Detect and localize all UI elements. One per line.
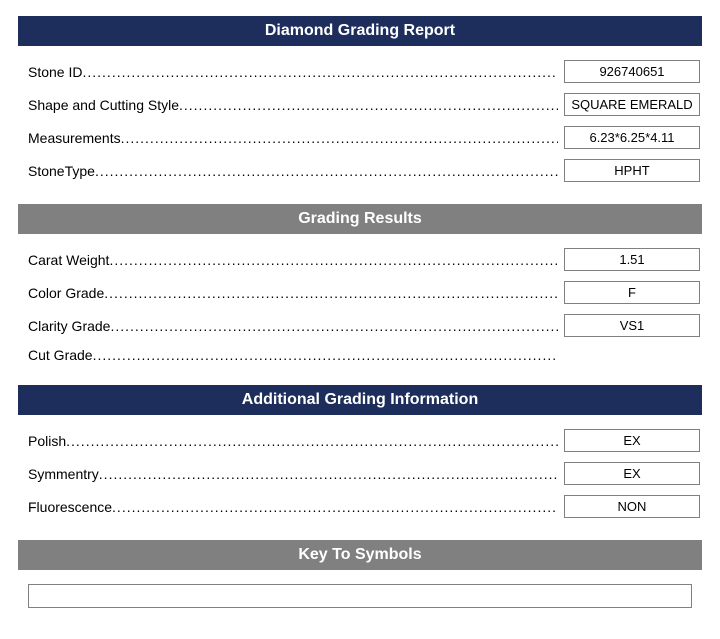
value-clarity: VS1 <box>564 314 700 337</box>
section-header-additional: Additional Grading Information <box>18 385 702 415</box>
value-cell: NON <box>564 495 700 518</box>
label-cell: Symmentry <box>28 466 558 482</box>
value-shape: SQUARE EMERALD <box>564 93 700 116</box>
value-cell: 1.51 <box>564 248 700 271</box>
value-carat: 1.51 <box>564 248 700 271</box>
row-measurements: Measurements 6.23*6.25*4.11 <box>28 126 692 149</box>
label-shape: Shape and Cutting Style <box>28 97 179 113</box>
label-fluorescence: Fluorescence <box>28 499 112 515</box>
row-stone-id: Stone ID 926740651 <box>28 60 692 83</box>
row-clarity: Clarity Grade VS1 <box>28 314 692 337</box>
label-carat: Carat Weight <box>28 252 109 268</box>
label-polish: Polish <box>28 433 66 449</box>
row-fluorescence: Fluorescence NON <box>28 495 692 518</box>
row-polish: Polish EX <box>28 429 692 452</box>
symbols-box <box>28 584 692 608</box>
value-stone-id: 926740651 <box>564 60 700 83</box>
value-cell: EX <box>564 462 700 485</box>
label-cell: Clarity Grade <box>28 318 558 334</box>
row-carat: Carat Weight 1.51 <box>28 248 692 271</box>
label-cell: Fluorescence <box>28 499 558 515</box>
value-cell: SQUARE EMERALD <box>564 93 700 116</box>
label-color: Color Grade <box>28 285 104 301</box>
value-fluorescence: NON <box>564 495 700 518</box>
label-cell: Shape and Cutting Style <box>28 97 558 113</box>
dot-leader <box>95 163 558 179</box>
dot-leader <box>82 64 558 80</box>
value-cell: EX <box>564 429 700 452</box>
section-header-report: Diamond Grading Report <box>18 16 702 46</box>
value-color: F <box>564 281 700 304</box>
label-stone-type: StoneType <box>28 163 95 179</box>
label-cell: Stone ID <box>28 64 558 80</box>
dot-leader <box>99 466 558 482</box>
label-cell: Cut Grade <box>28 347 558 363</box>
label-cell: StoneType <box>28 163 558 179</box>
value-polish: EX <box>564 429 700 452</box>
label-cell: Measurements <box>28 130 558 146</box>
label-stone-id: Stone ID <box>28 64 82 80</box>
row-stone-type: StoneType HPHT <box>28 159 692 182</box>
label-symmetry: Symmentry <box>28 466 99 482</box>
row-symmetry: Symmentry EX <box>28 462 692 485</box>
report-rows: Stone ID 926740651 Shape and Cutting Sty… <box>18 60 702 204</box>
grading-rows: Carat Weight 1.51 Color Grade F Clarity … <box>18 248 702 385</box>
value-stone-type: HPHT <box>564 159 700 182</box>
value-cell: HPHT <box>564 159 700 182</box>
dot-leader <box>109 252 558 268</box>
label-clarity: Clarity Grade <box>28 318 110 334</box>
section-header-grading: Grading Results <box>18 204 702 234</box>
dot-leader <box>112 499 558 515</box>
label-measurements: Measurements <box>28 130 121 146</box>
additional-rows: Polish EX Symmentry EX Fluorescence NON <box>18 429 702 540</box>
value-cell: VS1 <box>564 314 700 337</box>
row-shape: Shape and Cutting Style SQUARE EMERALD <box>28 93 692 116</box>
dot-leader <box>66 433 558 449</box>
label-cut: Cut Grade <box>28 347 93 363</box>
dot-leader <box>121 130 558 146</box>
label-cell: Polish <box>28 433 558 449</box>
label-cell: Color Grade <box>28 285 558 301</box>
row-color: Color Grade F <box>28 281 692 304</box>
value-cell: 926740651 <box>564 60 700 83</box>
section-header-symbols: Key To Symbols <box>18 540 702 570</box>
dot-leader <box>179 97 558 113</box>
dot-leader <box>104 285 558 301</box>
value-measurements: 6.23*6.25*4.11 <box>564 126 700 149</box>
value-symmetry: EX <box>564 462 700 485</box>
dot-leader <box>93 347 558 363</box>
dot-leader <box>110 318 558 334</box>
value-cell: F <box>564 281 700 304</box>
label-cell: Carat Weight <box>28 252 558 268</box>
value-cell: 6.23*6.25*4.11 <box>564 126 700 149</box>
row-cut: Cut Grade <box>28 347 692 363</box>
